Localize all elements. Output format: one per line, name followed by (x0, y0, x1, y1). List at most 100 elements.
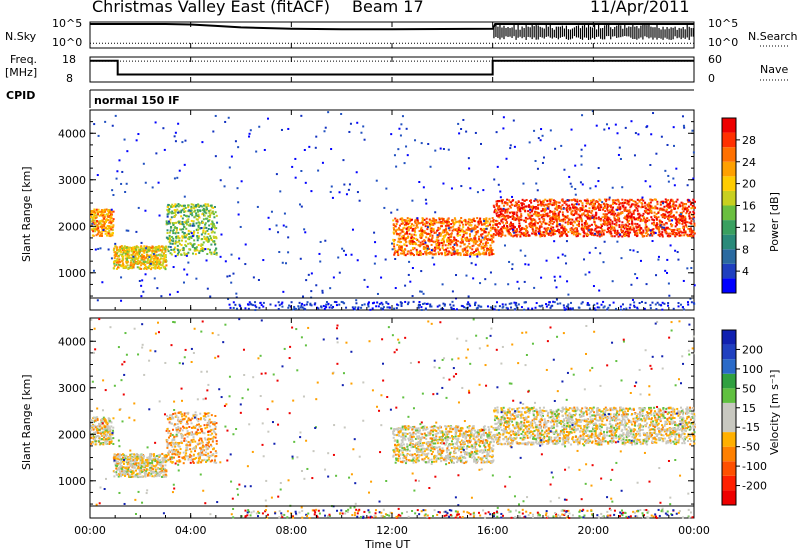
data-cell (539, 214, 542, 217)
nearrange-cell (451, 300, 454, 303)
data-cell (515, 217, 518, 220)
data-cell (666, 211, 669, 214)
data-cell (416, 238, 419, 241)
scatter-cell (467, 295, 470, 298)
data-cell (527, 210, 530, 213)
data-cell (502, 226, 505, 229)
data-cell (572, 213, 575, 216)
data-cell (548, 203, 551, 206)
data-cell (469, 247, 472, 250)
data-cell (200, 233, 203, 236)
data-cell (151, 246, 154, 249)
scatter-cell (637, 133, 640, 136)
data-cell (691, 205, 694, 208)
data-cell (90, 429, 93, 432)
scatter-cell (363, 138, 366, 141)
data-cell (403, 243, 406, 246)
data-cell (616, 231, 619, 234)
data-cell (548, 199, 551, 202)
scatter-cell (508, 260, 511, 263)
data-cell (455, 240, 458, 243)
data-cell (487, 247, 490, 250)
data-cell (91, 440, 94, 443)
nearrange-cell (569, 307, 572, 310)
data-cell (461, 241, 464, 244)
data-cell (194, 215, 197, 218)
data-cell (509, 223, 512, 226)
scatter-cell (97, 247, 100, 250)
data-cell (554, 215, 557, 218)
scatter-cell (480, 142, 483, 145)
data-cell (583, 235, 586, 238)
data-cell (486, 241, 489, 244)
data-cell (144, 249, 147, 252)
data-cell (496, 220, 499, 223)
data-cell (138, 267, 141, 270)
data-cell (616, 213, 619, 216)
nearrange-cell (497, 308, 500, 311)
scatter-cell (321, 161, 324, 164)
data-cell (164, 464, 167, 467)
scatter-cell (104, 120, 107, 123)
data-cell (515, 234, 518, 237)
data-cell (424, 247, 427, 250)
data-cell (678, 203, 681, 206)
data-cell (649, 198, 652, 201)
data-cell (670, 209, 673, 212)
data-cell (661, 231, 664, 234)
data-cell (409, 253, 412, 256)
data-cell (214, 235, 217, 238)
data-cell (609, 228, 612, 231)
data-cell (204, 230, 207, 233)
data-cell (202, 241, 205, 244)
data-cell (572, 233, 575, 236)
data-cell (173, 222, 176, 225)
data-cell (203, 247, 206, 250)
data-cell (152, 263, 155, 266)
data-cell (101, 435, 104, 438)
scatter-cell (162, 127, 165, 130)
data-cell (403, 253, 406, 256)
scatter-cell (561, 253, 564, 256)
data-cell (211, 226, 214, 229)
data-cell (565, 209, 568, 212)
data-cell (405, 222, 408, 225)
data-cell (539, 200, 542, 203)
scatter-cell (167, 220, 170, 223)
data-cell (432, 227, 435, 230)
data-cell (632, 203, 635, 206)
nearrange-cell (513, 301, 516, 304)
data-cell (152, 261, 155, 264)
scatter-cell (426, 247, 429, 250)
scatter-cell (588, 271, 591, 274)
data-cell (120, 245, 123, 248)
scatter-cell (102, 229, 105, 232)
data-cell (133, 251, 136, 254)
data-cell (430, 231, 433, 234)
data-cell (588, 215, 591, 218)
data-cell (401, 235, 404, 238)
scatter-cell (279, 190, 282, 193)
scatter-cell (285, 225, 288, 228)
data-cell (475, 248, 478, 251)
scatter-cell (390, 133, 393, 136)
data-cell (461, 240, 464, 243)
data-cell (459, 245, 462, 248)
data-cell (399, 232, 402, 235)
data-cell (93, 420, 96, 423)
data-cell (207, 240, 210, 243)
data-cell (617, 200, 620, 203)
data-cell (99, 442, 102, 445)
data-cell (476, 248, 479, 251)
data-cell (500, 208, 503, 211)
data-cell (426, 249, 429, 252)
scatter-cell (275, 173, 278, 176)
data-cell (213, 251, 216, 254)
data-cell (431, 219, 434, 222)
data-cell (194, 253, 197, 256)
data-cell (590, 212, 593, 215)
data-cell (427, 237, 430, 240)
data-cell (584, 220, 587, 223)
data-cell (127, 251, 130, 254)
data-cell (141, 256, 144, 259)
